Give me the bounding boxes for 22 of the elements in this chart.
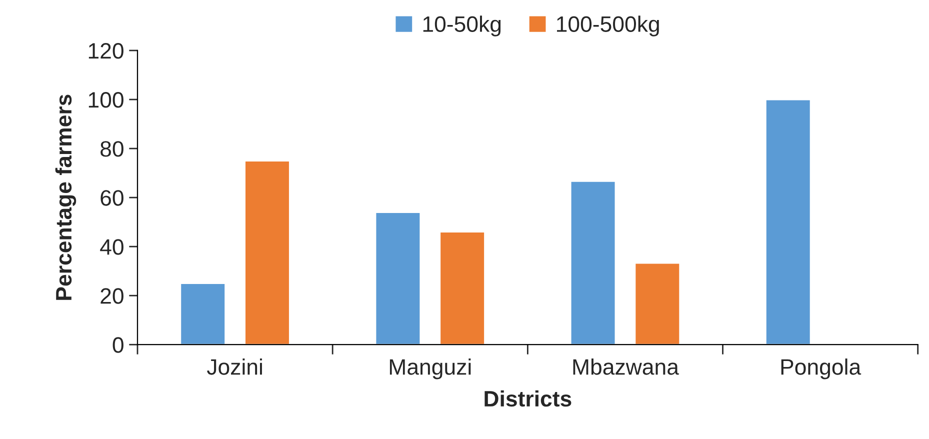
x-axis-title: Districts xyxy=(484,390,572,407)
legend-label: 10-50kg xyxy=(423,16,501,36)
bar xyxy=(374,212,422,345)
y-axis-title: Percentage farmers xyxy=(55,94,76,300)
bar xyxy=(439,231,486,345)
y-tick-label: 80 xyxy=(100,141,124,157)
bar xyxy=(244,160,290,345)
x-tick-label: Pongola xyxy=(781,358,862,380)
x-tick-label: Manguzi xyxy=(390,358,471,380)
bar xyxy=(180,282,226,345)
bar xyxy=(764,98,812,345)
bar xyxy=(634,262,681,345)
y-tick-label: 0 xyxy=(112,337,124,353)
y-tick-label: 100 xyxy=(88,92,124,108)
y-tick-label: 60 xyxy=(100,190,124,206)
y-tick-label: 120 xyxy=(88,43,124,59)
legend-label: 100-500kg xyxy=(557,16,659,36)
y-tick-label: 20 xyxy=(100,288,124,304)
x-tick-label: Jozini xyxy=(206,358,262,375)
y-tick-label: 40 xyxy=(100,239,124,255)
bar xyxy=(570,180,616,345)
x-tick-label: Mbazwana xyxy=(573,358,679,375)
